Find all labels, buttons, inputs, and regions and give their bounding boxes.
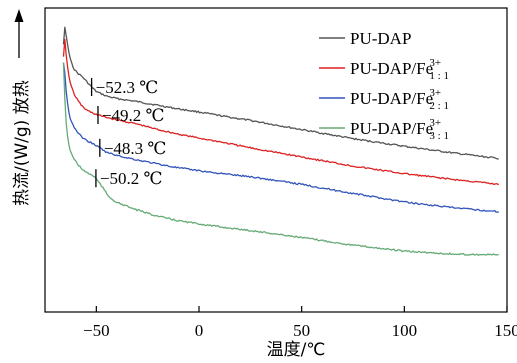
plot-frame — [44, 7, 508, 313]
x-tick-label: −50 — [83, 321, 110, 340]
annotation-label: −50.2 ℃ — [100, 169, 163, 188]
legend-label-base: PU-DAP/Fe — [350, 89, 433, 108]
legend-label: PU-DAP/Fe — [350, 119, 433, 138]
legend-label-sup: 3+ — [429, 57, 441, 69]
x-axis-ticks: −50 0 50 100 150 — [83, 306, 517, 340]
series-lines — [62, 26, 500, 256]
annotation-label: −48.3 ℃ — [104, 139, 167, 158]
legend-label-sup: 3+ — [429, 117, 441, 129]
x-axis-title: 温度/℃ — [267, 340, 326, 360]
exotherm-arrow-head — [14, 9, 24, 22]
annotation-label: −49.2 ℃ — [102, 106, 165, 125]
legend-label-sup: 3+ — [429, 87, 441, 99]
annotation-label: −52.3 ℃ — [96, 78, 159, 97]
legend-label-base: PU-DAP/Fe — [350, 119, 433, 138]
series-line-2 — [62, 38, 500, 186]
legend-label-sub: 2 : 1 — [429, 100, 449, 112]
series-line-1 — [62, 26, 499, 160]
series-line-4 — [62, 62, 499, 256]
y-axis-title-group: 热流/(W/g) 放热 — [12, 80, 32, 206]
legend-label-base: PU-DAP — [350, 29, 411, 48]
x-tick-label: 0 — [195, 321, 204, 340]
y-axis-title: 热流/(W/g) 放热 — [12, 80, 32, 206]
x-tick-label: 50 — [293, 321, 310, 340]
x-tick-label: 150 — [494, 321, 517, 340]
legend-label: PU-DAP — [350, 29, 411, 48]
glass-transition-annotations: −52.3 ℃ −49.2 ℃ −48.3 ℃ −50.2 ℃ — [90, 78, 167, 188]
legend-label-sub: 3 : 1 — [429, 130, 449, 142]
x-tick-label: 100 — [392, 321, 418, 340]
legend-label: PU-DAP/Fe — [350, 59, 433, 78]
legend-label-base: PU-DAP/Fe — [350, 59, 433, 78]
legend-label: PU-DAP/Fe — [350, 89, 433, 108]
series-line-3 — [62, 62, 499, 213]
legend-label-sub: 1 : 1 — [429, 70, 449, 82]
